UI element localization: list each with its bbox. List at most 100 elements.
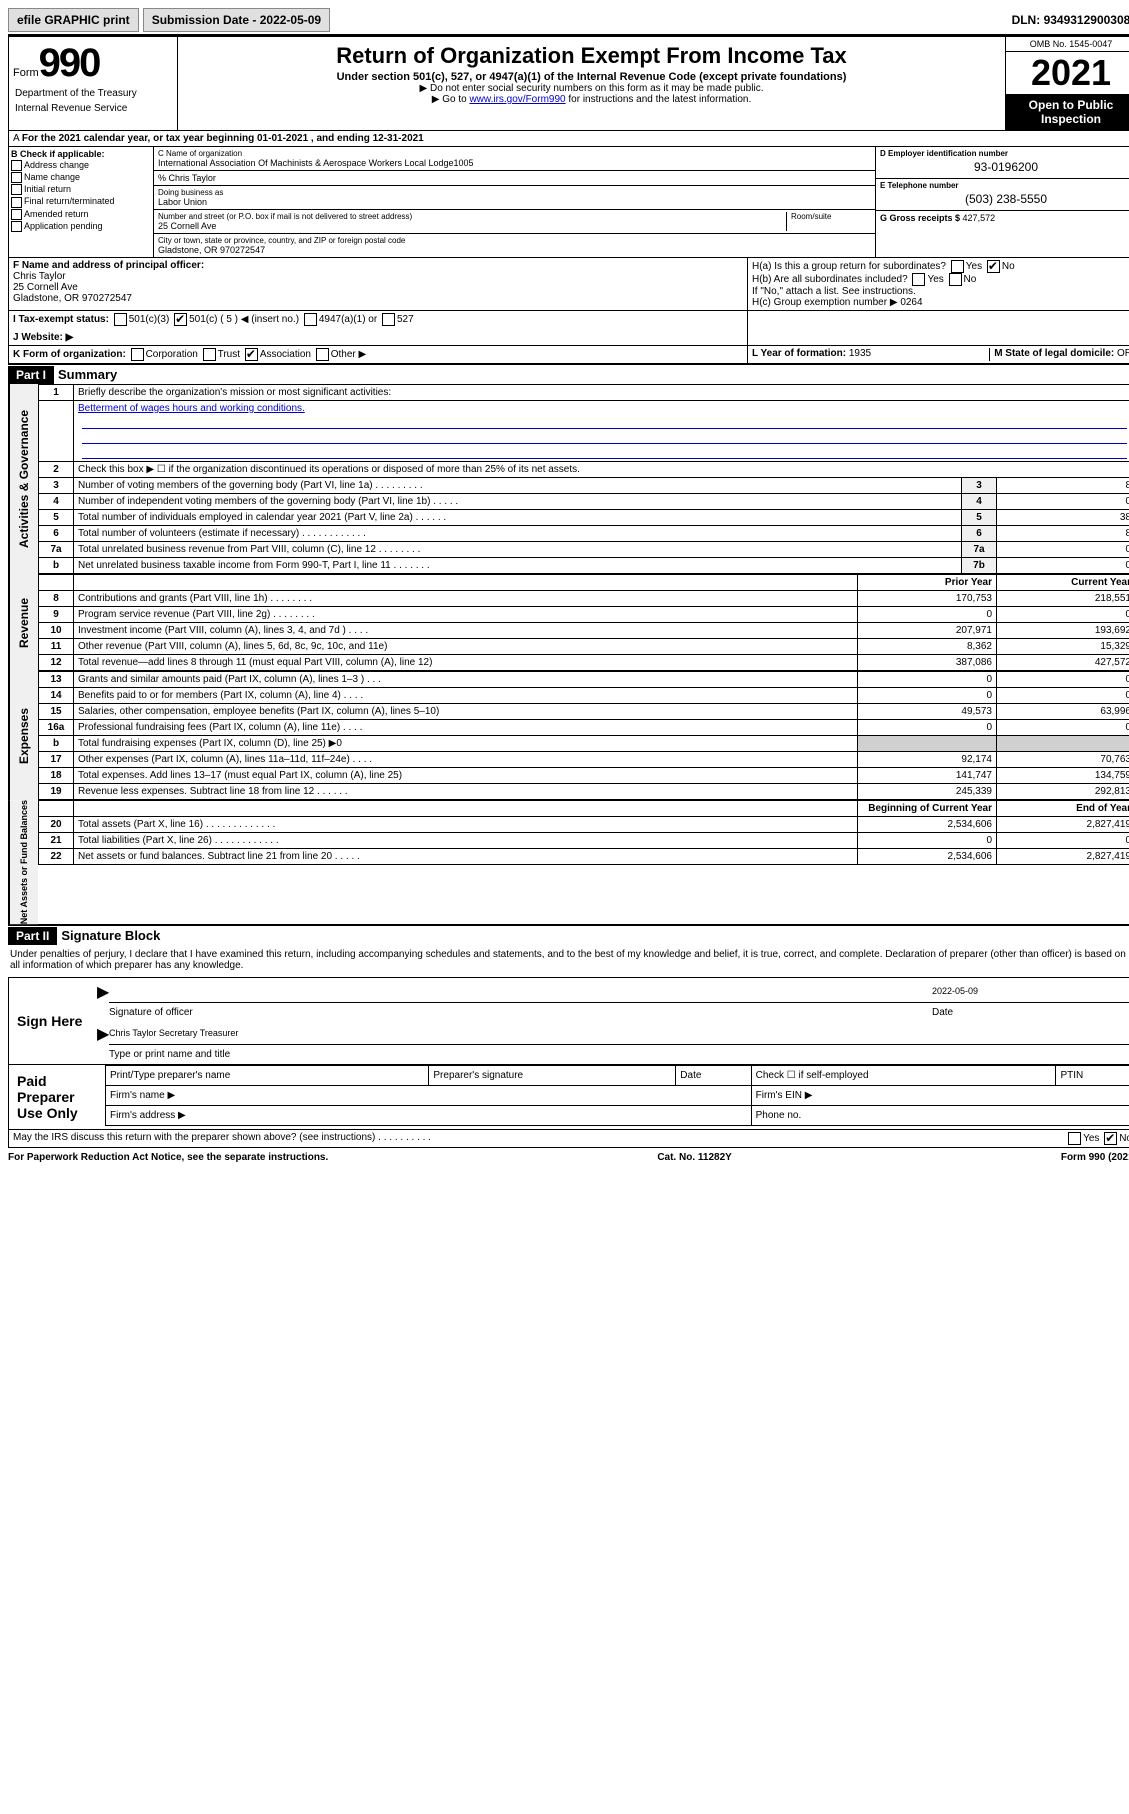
hb-note: If "No," attach a list. See instructions… xyxy=(752,286,1129,297)
dept: Department of the Treasury xyxy=(13,86,173,101)
footer-right: Form 990 (2021) xyxy=(1061,1152,1129,1163)
k-corp[interactable] xyxy=(131,348,144,361)
phone: (503) 238-5550 xyxy=(880,190,1129,208)
row-klm: K Form of organization: Corporation Trus… xyxy=(8,346,1129,364)
part1-hdr: Part ISummary xyxy=(8,364,1129,384)
chk-amended[interactable]: Amended return xyxy=(11,209,151,220)
gross: 427,572 xyxy=(963,213,996,223)
footer: For Paperwork Reduction Act Notice, see … xyxy=(8,1148,1129,1167)
form-subtitle: Under section 501(c), 527, or 4947(a)(1)… xyxy=(182,71,1001,83)
note2: ▶ Go to www.irs.gov/Form990 for instruct… xyxy=(182,94,1001,105)
addr-lbl: Number and street (or P.O. box if mail i… xyxy=(158,212,786,221)
sig-officer-lbl: Signature of officer xyxy=(109,1007,193,1018)
part2-hdr: Part IISignature Block xyxy=(8,925,1129,945)
officer-city: Gladstone, OR 970272547 xyxy=(13,293,743,304)
col-b: B Check if applicable: Address change Na… xyxy=(9,147,154,257)
k-assoc[interactable] xyxy=(245,348,258,361)
paid-table: Print/Type preparer's namePreparer's sig… xyxy=(105,1065,1129,1126)
i-4947[interactable] xyxy=(304,313,317,326)
sign-here: Sign Here xyxy=(9,978,105,1064)
i-527[interactable] xyxy=(382,313,395,326)
room-lbl: Room/suite xyxy=(791,212,871,221)
street: 25 Cornell Ave xyxy=(158,221,216,231)
discuss-no[interactable] xyxy=(1104,1132,1117,1145)
officer-addr: 25 Cornell Ave xyxy=(13,282,743,293)
section-bd: B Check if applicable: Address change Na… xyxy=(8,147,1129,258)
phone-lbl: E Telephone number xyxy=(880,181,1129,190)
form-number: 990 xyxy=(39,41,100,85)
officer-name: Chris Taylor xyxy=(13,271,743,282)
row-k: K Form of organization: Corporation Trus… xyxy=(9,346,747,363)
sig-date-lbl: Date xyxy=(932,1007,953,1018)
officer-printed: Chris Taylor Secretary Treasurer xyxy=(109,1028,238,1038)
netassets: Net Assets or Fund Balances Beginning of… xyxy=(8,800,1129,925)
row-m: M State of legal domicile: OR xyxy=(989,348,1129,361)
hb-no[interactable] xyxy=(949,273,962,286)
hc: H(c) Group exemption number ▶ 0264 xyxy=(752,297,1129,308)
gov-sidebar: Activities & Governance xyxy=(9,384,38,574)
net-sidebar: Net Assets or Fund Balances xyxy=(9,800,38,924)
revenue: Revenue Prior YearCurrent Year 8Contribu… xyxy=(8,574,1129,671)
chk-pending[interactable]: Application pending xyxy=(11,221,151,232)
chk-address[interactable]: Address change xyxy=(11,160,151,171)
tax-year: 2021 xyxy=(1006,52,1129,94)
net-table: Beginning of Current YearEnd of Year 20T… xyxy=(38,800,1129,865)
discuss-row: May the IRS discuss this return with the… xyxy=(8,1130,1129,1148)
hb-yes[interactable] xyxy=(912,273,925,286)
printed-lbl: Type or print name and title xyxy=(109,1049,230,1060)
col-de: D Employer identification number93-01962… xyxy=(875,147,1129,257)
efile-btn[interactable]: efile GRAPHIC print xyxy=(8,8,139,32)
ha-yes[interactable] xyxy=(951,260,964,273)
dba: Labor Union xyxy=(158,197,207,207)
topbar: efile GRAPHIC print Submission Date - 20… xyxy=(8,8,1129,36)
paid-prep: Paid Preparer Use Only xyxy=(9,1065,105,1129)
irs-link[interactable]: www.irs.gov/Form990 xyxy=(469,94,565,105)
row-j: J Website: ▶ xyxy=(13,332,743,343)
perjury: Under penalties of perjury, I declare th… xyxy=(8,945,1129,975)
rev-sidebar: Revenue xyxy=(9,574,38,671)
city-lbl: City or town, state or province, country… xyxy=(158,236,871,245)
pct-name: % Chris Taylor xyxy=(154,171,875,186)
ha: H(a) Is this a group return for subordin… xyxy=(752,260,1129,273)
footer-mid: Cat. No. 11282Y xyxy=(657,1152,731,1163)
irs: Internal Revenue Service xyxy=(13,101,173,116)
footer-left: For Paperwork Reduction Act Notice, see … xyxy=(8,1152,328,1163)
mission: Betterment of wages hours and working co… xyxy=(78,403,305,414)
col-b-hdr: B Check if applicable: xyxy=(11,149,151,159)
gov-table: 1Briefly describe the organization's mis… xyxy=(38,384,1129,574)
chk-name[interactable]: Name change xyxy=(11,172,151,183)
row-l: L Year of formation: 1935 xyxy=(752,348,989,361)
form-word: Form xyxy=(13,67,39,79)
i-501c[interactable] xyxy=(174,313,187,326)
open-badge: Open to Public Inspection xyxy=(1006,94,1129,130)
org-name: International Association Of Machinists … xyxy=(158,158,474,168)
f-lbl: F Name and address of principal officer: xyxy=(13,260,743,271)
omb: OMB No. 1545-0047 xyxy=(1006,37,1129,52)
gross-lbl: G Gross receipts $ xyxy=(880,213,963,223)
col-c: C Name of organizationInternational Asso… xyxy=(154,147,875,257)
i-501c3[interactable] xyxy=(114,313,127,326)
expenses: Expenses 13Grants and similar amounts pa… xyxy=(8,671,1129,800)
rev-table: Prior YearCurrent Year 8Contributions an… xyxy=(38,574,1129,671)
form-title: Return of Organization Exempt From Incom… xyxy=(182,43,1001,69)
discuss-yes[interactable] xyxy=(1068,1132,1081,1145)
city: Gladstone, OR 970272547 xyxy=(158,245,265,255)
chk-initial[interactable]: Initial return xyxy=(11,184,151,195)
k-other[interactable] xyxy=(316,348,329,361)
governance: Activities & Governance 1Briefly describ… xyxy=(8,384,1129,574)
exp-sidebar: Expenses xyxy=(9,671,38,800)
hb: H(b) Are all subordinates included? Yes … xyxy=(752,273,1129,286)
subdate-btn[interactable]: Submission Date - 2022-05-09 xyxy=(143,8,330,32)
k-trust[interactable] xyxy=(203,348,216,361)
sig-date: 2022-05-09 xyxy=(932,986,1129,1003)
ha-no[interactable] xyxy=(987,260,1000,273)
row-i: I Tax-exempt status: 501(c)(3) 501(c) ( … xyxy=(13,313,743,326)
sign-block: Sign Here ▶Signature of officer 2022-05-… xyxy=(8,977,1129,1130)
dln: DLN: 93493129003082 xyxy=(1012,13,1129,27)
row-ij: I Tax-exempt status: 501(c)(3) 501(c) ( … xyxy=(8,311,1129,346)
row-a: A For the 2021 calendar year, or tax yea… xyxy=(8,131,1129,147)
org-name-lbl: C Name of organization xyxy=(158,149,871,158)
chk-final[interactable]: Final return/terminated xyxy=(11,196,151,207)
ein-lbl: D Employer identification number xyxy=(880,149,1129,158)
note1: ▶ Do not enter social security numbers o… xyxy=(182,83,1001,94)
